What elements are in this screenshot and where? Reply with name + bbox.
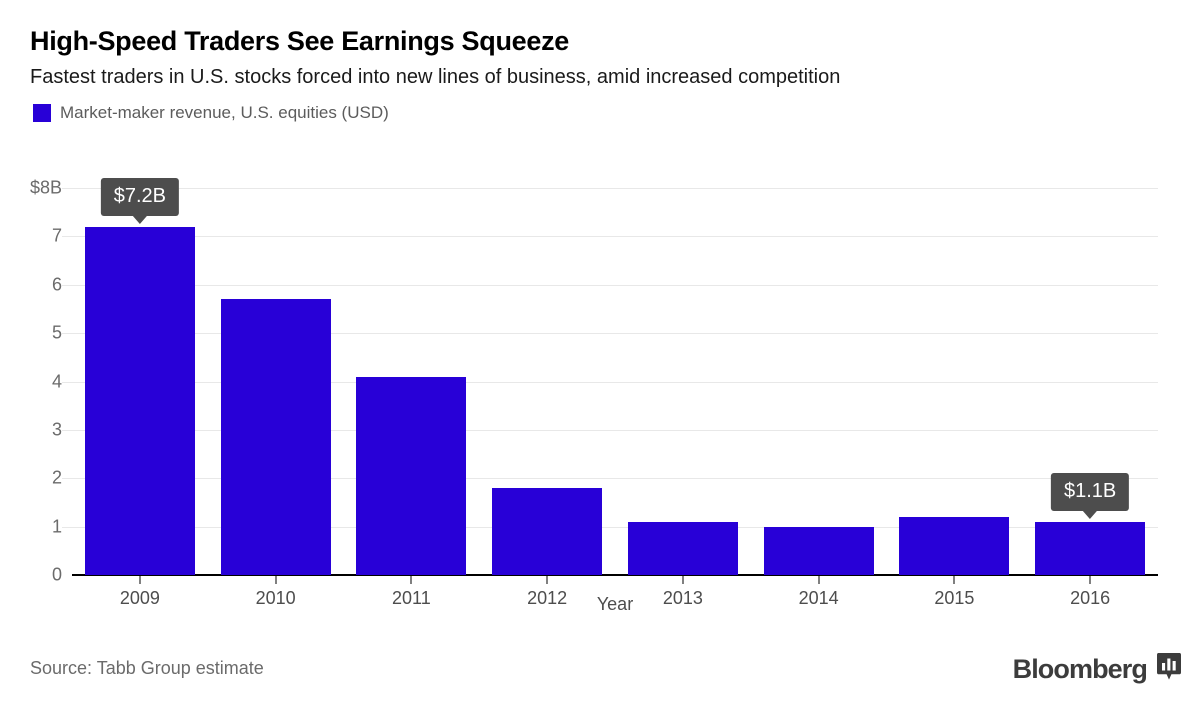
- y-axis-tick-label: 3: [51, 419, 62, 440]
- x-axis-tick-mark: [410, 575, 412, 584]
- gridline: [72, 284, 1158, 286]
- x-axis-baseline: [72, 574, 1158, 576]
- bloomberg-bar-chart-icon: [1156, 652, 1182, 686]
- x-axis-tick-mark: [818, 575, 820, 584]
- chart-plot-area: 0 1 2 3 4 5 6 7 $8B 2009 2010 2011 2012 2013 2014 2015…: [0, 160, 1200, 640]
- brand-wordmark: Bloomberg: [1012, 653, 1148, 684]
- gridline: [72, 478, 1158, 480]
- bar-2009[interactable]: [84, 226, 195, 575]
- value-callout-2016: $1.1B: [1050, 472, 1130, 519]
- bloomberg-brand: Bloomberg: [1013, 652, 1182, 686]
- bar-2012[interactable]: [492, 487, 603, 575]
- legend-swatch-icon: [33, 103, 51, 122]
- chart-header: High-Speed Traders See Earnings Squeeze …: [0, 0, 1200, 123]
- chart-footer: Source: Tabb Group estimate Bloomberg: [0, 640, 1200, 715]
- gridline: [72, 236, 1158, 238]
- bar-2011[interactable]: [356, 376, 467, 575]
- y-axis-tick-label: 5: [51, 322, 62, 343]
- gridline: [72, 381, 1158, 383]
- y-axis-tick-mark: [62, 478, 72, 480]
- legend-item-label: Market-maker revenue, U.S. equities (USD…: [60, 102, 389, 122]
- gridline: [72, 429, 1158, 431]
- x-axis-tick-label-2010: 2010: [255, 588, 296, 608]
- y-axis-tick-label: 6: [51, 274, 62, 295]
- bar-2013[interactable]: [627, 521, 738, 575]
- x-axis-tick-label-2014: 2014: [798, 588, 839, 608]
- x-axis-tick-label-2009: 2009: [119, 588, 160, 608]
- y-axis-tick-label: 0: [51, 564, 62, 585]
- plot-canvas: 2009 2010 2011 2012 2013 2014 2015 2016 $7.2B $1.…: [72, 177, 1158, 608]
- bar-2015[interactable]: [899, 516, 1010, 575]
- bar-2010[interactable]: [220, 299, 331, 575]
- y-axis-tick-label: 2: [51, 467, 62, 488]
- y-axis: 0 1 2 3 4 5 6 7 $8B: [0, 178, 72, 585]
- x-axis-tick-mark: [546, 575, 548, 584]
- bar-2014[interactable]: [763, 526, 874, 575]
- value-callout-2009: $7.2B: [100, 177, 180, 224]
- x-axis-tick-label-2013: 2013: [662, 588, 703, 608]
- source-note: Source: Tabb Group estimate: [30, 658, 264, 678]
- chart-legend: Market-maker revenue, U.S. equities (USD…: [33, 103, 1170, 123]
- x-axis-tick-mark: [275, 575, 277, 584]
- x-axis-tick-label-2012: 2012: [527, 588, 568, 608]
- x-axis-tick-mark: [682, 575, 684, 584]
- y-axis-tick-mark: [62, 526, 72, 528]
- x-axis-tick-label-2011: 2011: [392, 588, 431, 608]
- y-axis-tick-mark: [62, 284, 72, 286]
- gridline: [72, 188, 1158, 189]
- gridline: [72, 333, 1158, 335]
- y-axis-tick-mark: [62, 236, 72, 238]
- x-axis-title: Year: [596, 594, 634, 614]
- y-axis-tick-label: $8B: [29, 177, 62, 198]
- x-axis-tick-label-2016: 2016: [1070, 588, 1111, 608]
- bar-2016[interactable]: [1035, 521, 1146, 575]
- y-axis-tick-mark: [62, 188, 72, 189]
- chart-subtitle: Fastest traders in U.S. stocks forced in…: [30, 65, 841, 88]
- x-axis-tick-mark: [1089, 575, 1091, 584]
- y-axis-tick-mark: [62, 381, 72, 383]
- y-axis-tick-label: 7: [51, 225, 62, 246]
- x-axis-tick-label-2015: 2015: [934, 588, 975, 608]
- x-axis-tick-mark: [139, 575, 141, 584]
- y-axis-tick-mark: [62, 429, 72, 431]
- x-axis-tick-mark: [953, 575, 955, 584]
- gridline: [72, 526, 1158, 528]
- y-axis-tick-label: 4: [51, 371, 62, 391]
- y-axis-tick-label: 1: [51, 516, 62, 537]
- page-title: High-Speed Traders See Earnings Squeeze: [30, 26, 569, 56]
- y-axis-tick-mark: [62, 333, 72, 335]
